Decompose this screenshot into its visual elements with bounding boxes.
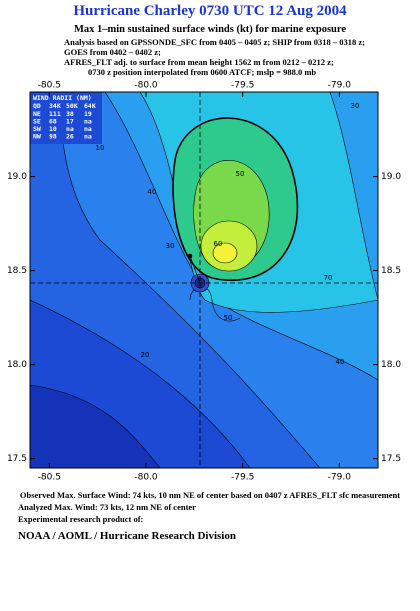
x-tick-label: -80.5 xyxy=(38,81,61,91)
y-tick-label: 17.5 xyxy=(7,454,27,464)
wind-radii-header: 64K xyxy=(84,102,96,110)
y-tick-label: 17.5 xyxy=(381,454,401,464)
y-tick-label: 18.0 xyxy=(381,360,401,370)
wind-radii-cell: SW xyxy=(33,125,41,133)
wind-radii-cell: 10 xyxy=(49,125,57,133)
wind-radii-cell: 38 xyxy=(66,110,74,118)
wind-radii-header: QD xyxy=(33,102,41,110)
x-tick-label: -79.0 xyxy=(328,473,352,483)
contour-label: 60 xyxy=(214,240,223,248)
contour-label: 40 xyxy=(336,358,345,366)
y-tick-label: 18.0 xyxy=(7,360,27,370)
info-line: AFRES_FLT adj. to surface from mean heig… xyxy=(64,57,334,67)
wind-radii-cell: SE xyxy=(33,118,41,126)
wind-radii-cell: NW xyxy=(33,133,41,141)
footer-line: Analyzed Max. Wind: 73 kts, 12 nm NE of … xyxy=(18,502,196,512)
wind-radii-cell: NE xyxy=(33,110,41,118)
contour-label: 10 xyxy=(96,144,105,152)
wind-radii-header: 34K xyxy=(49,102,61,110)
x-tick-label: -79.5 xyxy=(231,81,254,91)
contour-label: 40 xyxy=(148,188,157,196)
footer-line: Experimental research product of: xyxy=(18,514,144,524)
wind-radii-cell: 19 xyxy=(84,110,92,118)
y-tick-label: 19.0 xyxy=(381,172,401,182)
info-line: GOES from 0402 – 0402 z; xyxy=(64,47,161,57)
wind-radii-cell: 98 xyxy=(49,133,57,141)
y-tick-label: 18.5 xyxy=(381,266,401,276)
contour-label: 70 xyxy=(324,274,333,282)
x-tick-label: -80.0 xyxy=(134,81,158,91)
contour-label: 20 xyxy=(141,351,150,359)
info-line: Analysis based on GPSSONDE_SFC from 0405… xyxy=(64,37,365,47)
contour-label: 30 xyxy=(166,242,175,250)
wind-radii-cell: 111 xyxy=(49,110,61,118)
info-line: 0730 z position interpolated from 0600 A… xyxy=(88,67,316,77)
x-tick-label: -79.5 xyxy=(231,473,254,483)
subtitle: Max 1–min sustained surface winds (kt) f… xyxy=(74,24,346,35)
contour-label: 50 xyxy=(224,314,233,322)
wind-radii-cell: na xyxy=(66,125,74,133)
wind-radii-cell: na xyxy=(84,125,92,133)
wind-radii-cell: 26 xyxy=(66,133,74,141)
contour-label: 30 xyxy=(351,102,360,110)
x-tick-label: -80.5 xyxy=(38,473,61,483)
x-tick-label: -80.0 xyxy=(134,473,158,483)
wind-radii-cell: na xyxy=(84,133,92,141)
x-tick-label: -79.0 xyxy=(328,81,352,91)
footer-line: Observed Max. Surface Wind: 74 kts, 10 n… xyxy=(20,490,400,500)
wind-radii-header: 50K xyxy=(66,102,78,110)
wind-radii-cell: na xyxy=(84,118,92,126)
wind-radii-title: WIND RADII (NM) xyxy=(33,94,92,102)
wind-radii-cell: 17 xyxy=(66,118,74,126)
y-tick-label: 19.0 xyxy=(7,172,27,182)
wind-field xyxy=(30,92,378,468)
contour-label: 50 xyxy=(236,170,245,178)
map-frame xyxy=(29,91,379,469)
footer-org: NOAA / AOML / Hurricane Research Divisio… xyxy=(18,530,236,542)
title: Hurricane Charley 0730 UTC 12 Aug 2004 xyxy=(73,3,347,19)
y-tick-label: 18.5 xyxy=(7,266,27,276)
wind-radii-cell: 68 xyxy=(49,118,57,126)
